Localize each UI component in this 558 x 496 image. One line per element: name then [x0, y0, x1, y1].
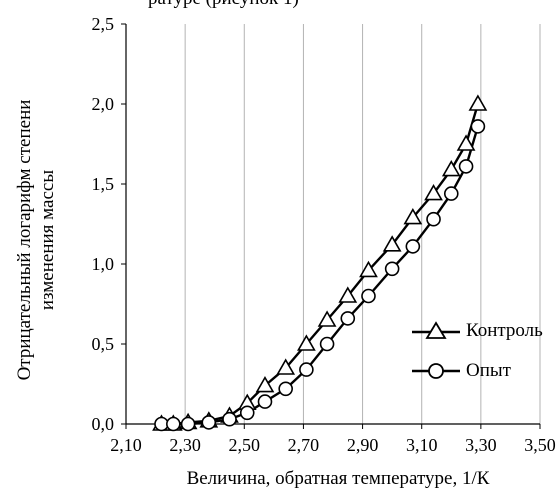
x-tick-label: 2,30	[169, 435, 201, 455]
data-point-control	[338, 286, 358, 303]
data-point-experiment	[405, 239, 421, 254]
data-point-experiment	[340, 311, 356, 326]
y-tick-label: 2,5	[92, 14, 115, 34]
y-tick-label: 2,0	[92, 94, 115, 114]
data-point-control	[403, 207, 423, 225]
data-point-control	[359, 260, 378, 278]
data-point-experiment	[470, 119, 486, 134]
x-tick-label: 3,30	[465, 435, 497, 455]
data-point-control	[468, 94, 488, 111]
data-point-experiment	[458, 159, 474, 174]
legend-label-experiment: Опыт	[466, 360, 511, 381]
data-point-control	[441, 159, 461, 177]
y-tick-label: 0,0	[92, 414, 115, 434]
legend-marker-triangle	[412, 321, 460, 339]
data-point-experiment	[443, 186, 459, 201]
y-tick-label: 1,5	[92, 174, 115, 194]
data-point-control	[382, 235, 402, 252]
x-tick-label: 3,10	[406, 435, 438, 455]
data-point-experiment	[319, 336, 335, 352]
y-axis-label: Отрицательный логарифм степени изменения…	[6, 30, 66, 450]
y-axis-label-line-1: Отрицательный логарифм степени	[14, 99, 35, 381]
data-point-experiment	[426, 211, 441, 227]
legend-label-control: Контроль	[466, 320, 543, 341]
data-point-experiment	[239, 405, 255, 421]
data-point-control	[424, 183, 443, 201]
legend-marker-circle	[412, 363, 460, 379]
x-tick-label: 2,50	[229, 435, 261, 455]
data-point-control	[456, 134, 476, 151]
x-tick-label: 2,10	[110, 435, 142, 455]
chart-title: ратуре (рисунок 1)	[148, 0, 299, 10]
data-point-experiment	[222, 411, 237, 427]
data-point-experiment	[201, 415, 217, 430]
y-axis-label-line-2: изменения массы	[37, 169, 58, 311]
data-point-experiment	[384, 261, 400, 277]
x-tick-label: 2,70	[288, 435, 320, 455]
data-point-control	[255, 375, 275, 393]
legend-item-experiment: Опыт	[410, 356, 543, 386]
data-point-control	[276, 358, 296, 375]
x-axis-label: Величина, обратная температуре, 1/К	[186, 468, 490, 489]
x-tick-label: 3,50	[524, 435, 556, 455]
data-point-experiment	[299, 362, 314, 377]
data-point-experiment	[180, 416, 196, 432]
x-tick-label: 2,90	[347, 435, 379, 455]
data-point-experiment	[257, 394, 273, 409]
data-point-experiment	[166, 416, 181, 432]
y-tick-label: 1,0	[92, 254, 115, 274]
data-point-experiment	[278, 381, 293, 397]
data-point-control	[297, 334, 316, 351]
legend-item-control: Контроль	[410, 316, 543, 346]
legend: Контроль Опыт	[410, 316, 543, 396]
data-point-control	[317, 310, 337, 327]
data-point-experiment	[361, 288, 376, 304]
y-tick-label: 0,5	[92, 334, 115, 354]
